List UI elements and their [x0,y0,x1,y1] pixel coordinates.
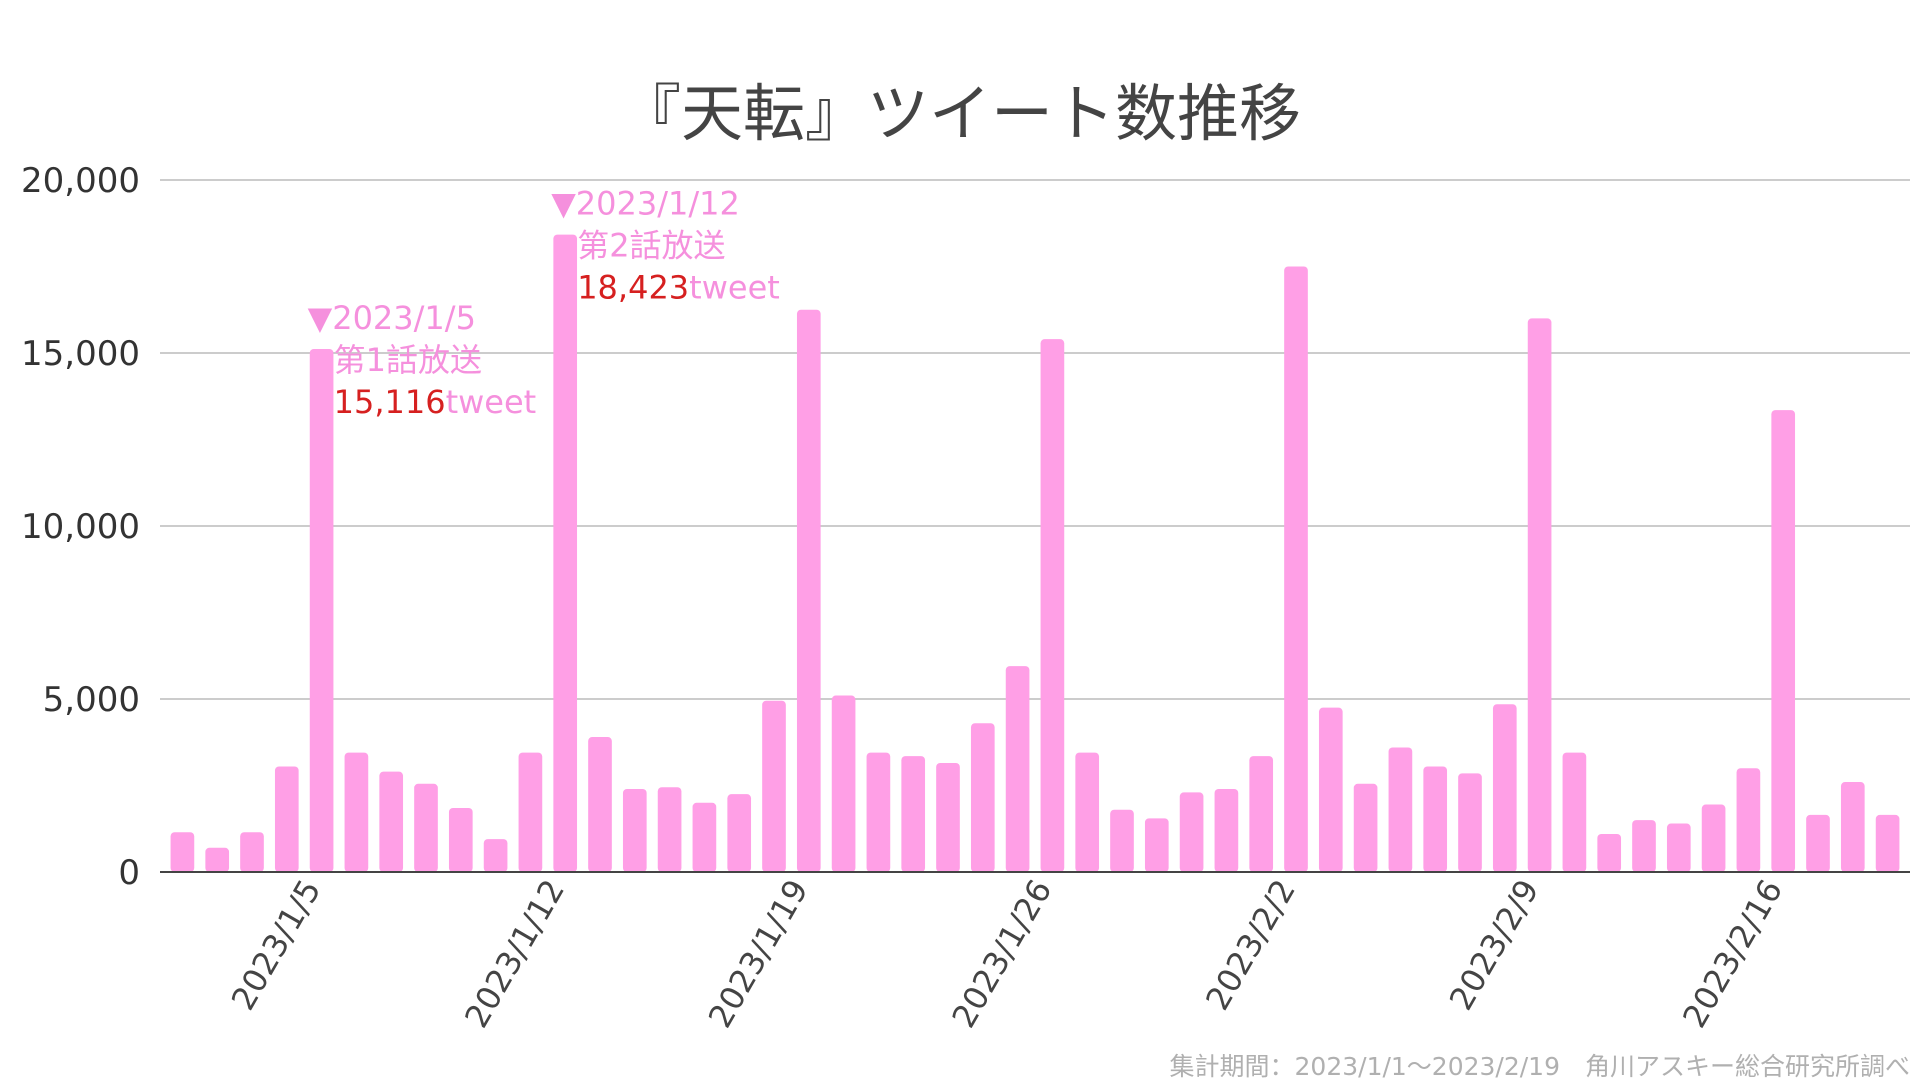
x-tick-label: 2023/2/16 [1675,873,1790,1034]
annotation-label: 第1話放送 [334,341,482,379]
bar [309,348,334,872]
footer-note: 集計期間：2023/1/1〜2023/2/19 角川アスキー総合研究所調べ [1170,1052,1910,1080]
bar [657,787,682,872]
bar [344,752,369,872]
bar [274,766,299,872]
bar [866,752,891,872]
x-tick-label: 2023/1/19 [701,873,816,1034]
bar [1249,756,1274,872]
y-tick-label: 0 [118,853,140,893]
bar [762,700,786,872]
bar [1666,823,1691,872]
bar [1597,833,1622,872]
bar [1492,704,1517,872]
bar [1388,747,1413,872]
bar [692,802,717,872]
annotation-value: 18,423tweet [577,269,780,307]
bar [1179,792,1204,872]
bar [1214,788,1239,872]
annotation-date: ▼2023/1/5 [308,299,476,337]
bar [1840,782,1865,872]
x-tick-label: 2023/1/5 [224,873,329,1016]
bar [1040,339,1065,872]
bar [170,832,195,872]
bar [970,723,995,872]
bar [518,752,543,872]
x-tick-label: 2023/2/9 [1442,873,1547,1016]
bar [1806,814,1830,872]
bar [1562,752,1587,872]
bar [1075,752,1100,872]
y-tick-label: 5,000 [43,680,140,720]
bar [1318,707,1343,872]
annotation-value: 15,116tweet [334,383,537,421]
x-tick-label: 2023/1/12 [457,873,572,1034]
annotation: ▼2023/1/12 第2話放送 18,423tweet [551,185,780,307]
annotation-date: ▼2023/1/12 [551,185,740,223]
x-tick-label: 2023/2/2 [1198,873,1303,1016]
x-tick-label: 2023/1/26 [944,873,1059,1034]
bar [588,737,612,872]
bar [448,807,473,872]
bar [240,832,264,872]
bar [1110,809,1134,872]
y-tick-label: 20,000 [21,161,140,201]
bar [1284,266,1308,872]
bar [1458,773,1482,872]
x-axis-ticks: 2023/1/5 2023/1/12 2023/1/19 2023/1/26 2023/… [224,873,1790,1034]
bar [796,309,821,872]
bar [483,839,508,872]
chart-title: 『天転』ツイート数推移 [619,77,1301,150]
bar [1527,318,1552,872]
annotation-label: 第2話放送 [577,227,725,265]
bar [1632,820,1656,872]
bar [831,695,856,872]
y-axis-ticks: 20,000 15,000 10,000 5,000 0 [21,161,140,893]
y-tick-label: 10,000 [21,507,140,547]
bar [553,234,578,872]
bar [1875,814,1900,872]
bar [1005,666,1030,872]
bar [1701,804,1726,872]
bar [205,847,230,872]
bar [1771,410,1796,872]
bar [1736,768,1761,872]
annotation: ▼2023/1/5 第1話放送 15,116tweet [308,299,537,421]
bar [936,763,960,872]
bar [1144,818,1169,872]
bars [170,234,1900,872]
bar [1423,766,1448,872]
bar [622,788,647,872]
grid-lines [160,179,1910,700]
bar [727,794,752,872]
annotations: ▼2023/1/5 第1話放送 15,116tweet ▼2023/1/12 第2話放送… [308,185,780,421]
y-tick-label: 15,000 [21,334,140,374]
bar [414,783,438,872]
bar [1353,783,1378,872]
bar [901,756,926,872]
bar [379,771,404,872]
